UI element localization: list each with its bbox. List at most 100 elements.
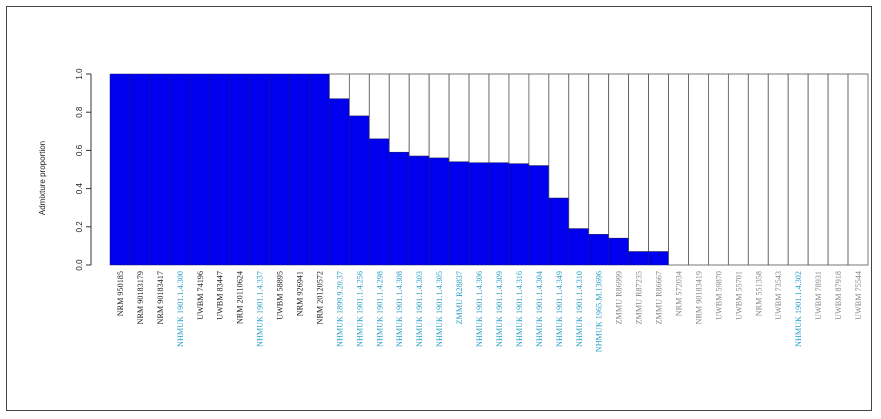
bar-segment-lower — [389, 152, 410, 266]
bar-segment-lower — [428, 157, 450, 266]
bar-segment-upper — [708, 73, 729, 266]
bar-segment-upper — [388, 73, 410, 153]
x-tick-label: ZMMU R86667 — [655, 271, 664, 324]
x-tick-label: NHMUK 1899.9.20.37 — [335, 271, 344, 347]
bar-segment-upper — [368, 73, 390, 140]
bar-segment-upper — [428, 73, 450, 159]
x-tick-label: NHMUK 1901.1.4.337 — [256, 271, 265, 347]
x-tick-label: NHMUK 1901.1.4.308 — [395, 271, 404, 347]
bar-segment-upper — [548, 73, 570, 199]
bar-segment-lower — [189, 73, 210, 266]
bar-segment-upper — [847, 73, 869, 266]
x-tick-label: ZMMU R86999 — [615, 271, 624, 324]
x-tick-label: UWBM 59870 — [714, 271, 723, 320]
bar-segment-lower — [309, 73, 330, 266]
x-tick-label: ZMMU R87235 — [635, 271, 644, 324]
bar-segment-lower — [508, 163, 530, 266]
x-tick-label: UWBM 74196 — [196, 271, 205, 320]
y-tick-label: 1.0 — [75, 68, 84, 80]
x-tick-label: UWBM 83447 — [216, 271, 225, 320]
bar-segment-upper — [329, 73, 350, 100]
x-tick-label: NRM 20110624 — [236, 271, 245, 324]
x-tick-label: UWBM 78931 — [814, 271, 823, 320]
bar-segment-lower — [608, 238, 629, 266]
x-tick-label: NRM 90183419 — [694, 271, 703, 324]
x-tick-label: NHMUK 1901.1.4.302 — [794, 271, 803, 347]
bar-segment-lower — [229, 73, 250, 266]
bar-segment-lower — [349, 115, 370, 266]
bar-segment-upper — [468, 73, 490, 164]
x-tick-label: NHMUK 1901.1.4.298 — [375, 271, 384, 347]
x-tick-label: NRM 90183417 — [156, 271, 165, 324]
x-tick-label: UWBM 58895 — [276, 271, 285, 320]
bar-segment-upper — [608, 73, 630, 239]
x-tick-label: NRM 572034 — [675, 271, 684, 316]
x-tick-label: NHMUK 1901.1.4.310 — [575, 271, 584, 347]
bar-segment-upper — [668, 73, 689, 266]
bar-segment-lower — [169, 73, 191, 266]
y-tick-label: 0.8 — [75, 106, 84, 118]
bar-segment-upper — [648, 73, 669, 253]
bar-segment-upper — [568, 73, 590, 230]
bar-segment-lower — [448, 161, 470, 266]
bar-segment-lower — [488, 162, 510, 266]
bar-segment-lower — [129, 73, 151, 266]
x-tick-label: NRM 950185 — [116, 271, 125, 316]
x-tick-label: UWBM 75544 — [854, 271, 863, 320]
x-tick-label: NHMUK 1901.1.4.256 — [355, 271, 364, 347]
x-tick-label: NHMUK 1901.1.4.304 — [535, 271, 544, 347]
admixture-bar-chart: 0.0 0.2 0.4 0.6 0.8 1.0 NRM 950185 NRM 9018317… — [38, 68, 869, 352]
bar-segment-lower — [588, 234, 609, 266]
x-tick-label: NRM 20120572 — [315, 271, 324, 324]
x-tick-label: NHMUK 1901.1.4.349 — [555, 271, 564, 347]
bar-segment-lower — [109, 73, 131, 266]
bar-segment-upper — [827, 73, 849, 266]
y-tick-label: 0.0 — [75, 259, 84, 271]
bar-segment-lower — [249, 73, 270, 266]
bar-segment-upper — [528, 73, 550, 167]
bar-segment-lower — [568, 228, 589, 266]
bar-segment-lower — [648, 251, 669, 266]
bar-segment-lower — [408, 155, 430, 266]
bar-segment-upper — [508, 73, 530, 165]
x-tick-labels: NRM 950185 NRM 90183179 NRM 90183417 NHMUK … — [116, 271, 863, 352]
x-tick-label: NHMUK 1901.1.4.306 — [475, 271, 484, 347]
x-tick-label: UWBM 73543 — [774, 271, 783, 320]
bar-segment-upper — [348, 73, 370, 117]
bar-segment-lower — [329, 98, 350, 266]
bar-segment-lower — [548, 197, 570, 266]
bar-segment-lower — [289, 73, 310, 266]
bar-segment-upper — [767, 73, 789, 266]
x-tick-label: NRM 551358 — [754, 271, 763, 316]
figure-frame: 0.0 0.2 0.4 0.6 0.8 1.0 NRM 950185 NRM 9018317… — [6, 6, 872, 411]
y-tick-label: 0.6 — [75, 144, 84, 156]
x-tick-label: NHMUK 1901.1.4.305 — [435, 271, 444, 347]
bar-segment-lower — [468, 162, 490, 266]
x-tick-label: NHMUK 1901.1.4.303 — [415, 271, 424, 347]
bar-segment-upper — [688, 73, 709, 266]
bar-segment-lower — [149, 73, 171, 266]
bar-segment-upper — [448, 73, 470, 163]
x-tick-label: NRM 90183179 — [136, 271, 145, 324]
bars — [109, 73, 869, 266]
y-tick-label: 0.4 — [75, 182, 84, 194]
bar-segment-upper — [787, 73, 809, 266]
x-tick-label: ZMMU R28837 — [455, 271, 464, 324]
bar-segment-upper — [628, 73, 649, 253]
y-axis: 0.0 0.2 0.4 0.6 0.8 1.0 — [75, 68, 92, 271]
bar-segment-upper — [588, 73, 610, 235]
x-tick-label: NHMUK 1901.1.4.309 — [495, 271, 504, 347]
bar-segment-lower — [209, 73, 230, 266]
bar-segment-lower — [269, 73, 290, 266]
x-tick-label: NHMUK 1901.1.4.300 — [176, 271, 185, 347]
bar-segment-lower — [528, 165, 550, 266]
bar-segment-upper — [727, 73, 749, 266]
bar-segment-upper — [747, 73, 769, 266]
bar-segment-lower — [369, 138, 390, 266]
y-tick-label: 0.2 — [75, 221, 84, 233]
bar-segment-upper — [408, 73, 430, 157]
bar-segment-upper — [488, 73, 510, 164]
x-tick-label: NRM 926941 — [296, 271, 305, 316]
x-tick-label: NHMUK 1965.M.13696 — [595, 271, 604, 352]
x-tick-label: UWBM 87918 — [834, 271, 843, 320]
